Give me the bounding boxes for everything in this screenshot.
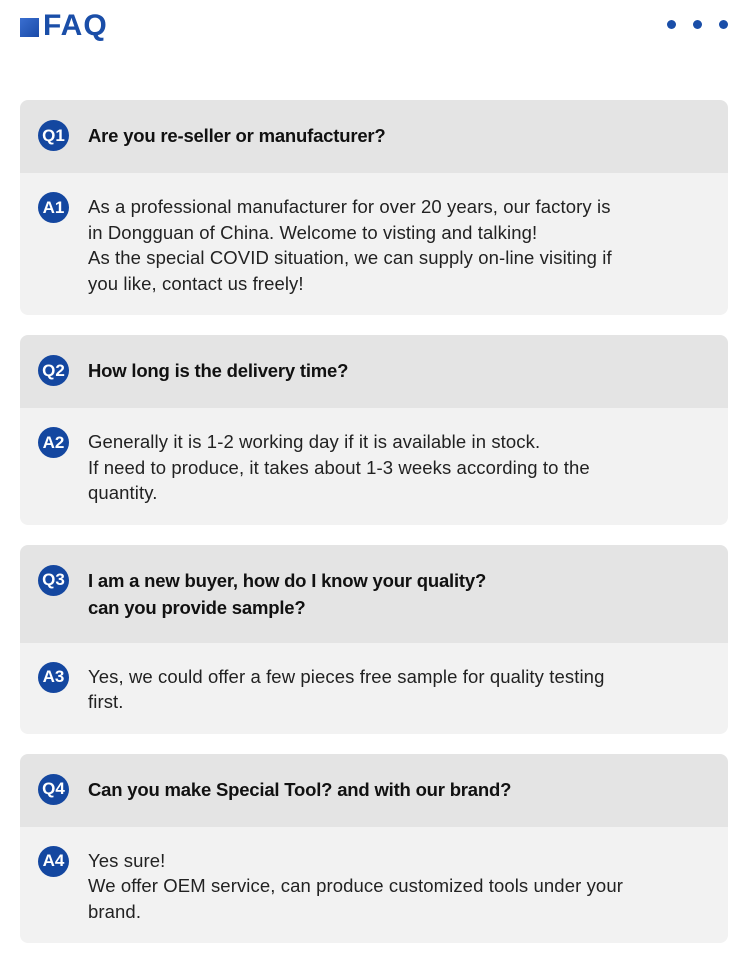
- question-row: Q4 Can you make Special Tool? and with o…: [20, 753, 728, 827]
- faq-item-2: Q2 How long is the delivery time? A2 Gen…: [20, 335, 728, 525]
- question-row: Q1 Are you re-seller or manufacturer?: [20, 100, 728, 173]
- question-text: Are you re-seller or manufacturer?: [88, 125, 386, 146]
- more-dots-icon[interactable]: [667, 20, 728, 29]
- q-badge: Q2: [38, 355, 69, 386]
- q-badge: Q3: [38, 564, 69, 596]
- answer-text: As a professional manufacturer for over …: [88, 196, 612, 294]
- answer-text: Generally it is 1-2 working day if it is…: [88, 431, 590, 503]
- a-badge: A4: [38, 845, 69, 877]
- dot: [719, 20, 728, 29]
- answer-text: Yes sure! We offer OEM service, can prod…: [88, 849, 623, 922]
- dot: [693, 20, 702, 29]
- q-badge: Q1: [38, 120, 69, 151]
- answer-row: A3 Yes, we could offer a few pieces free…: [20, 642, 728, 734]
- answer-text: Yes, we could offer a few pieces free sa…: [88, 665, 605, 713]
- question-text: How long is the delivery time?: [88, 360, 349, 381]
- page-title: FAQ: [43, 9, 108, 42]
- faq-item-4: Q4 Can you make Special Tool? and with o…: [20, 753, 728, 943]
- a-badge: A3: [38, 661, 69, 693]
- a-badge: A2: [38, 427, 69, 458]
- a-badge: A1: [38, 192, 69, 223]
- answer-row: A2 Generally it is 1-2 working day if it…: [20, 408, 728, 525]
- faq-list: Q1 Are you re-seller or manufacturer? A1…: [20, 100, 728, 963]
- answer-row: A1 As a professional manufacturer for ov…: [20, 173, 728, 315]
- q-badge: Q4: [38, 773, 69, 805]
- answer-row: A4 Yes sure! We offer OEM service, can p…: [20, 826, 728, 943]
- question-text: I am a new buyer, how do I know your qua…: [88, 569, 487, 618]
- question-row: Q3 I am a new buyer, how do I know your …: [20, 544, 728, 643]
- faq-item-1: Q1 Are you re-seller or manufacturer? A1…: [20, 100, 728, 315]
- question-row: Q2 How long is the delivery time?: [20, 335, 728, 408]
- faq-item-3: Q3 I am a new buyer, how do I know your …: [20, 544, 728, 734]
- dot: [667, 20, 676, 29]
- square-logo-icon: [20, 17, 39, 37]
- question-text: Can you make Special Tool? and with our …: [88, 778, 512, 800]
- faq-header: FAQ: [20, 9, 108, 42]
